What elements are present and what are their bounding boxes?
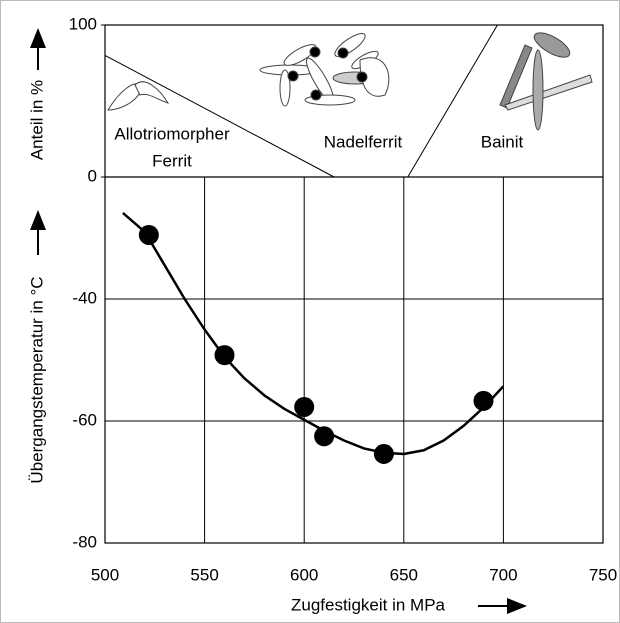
region-label: Ferrit	[152, 151, 192, 170]
data-point	[215, 345, 235, 365]
y-tick-label: -60	[72, 410, 97, 429]
region-boundary	[408, 25, 498, 177]
region-label: Bainit	[481, 132, 524, 151]
region-label: Nadelferrit	[324, 132, 403, 151]
region-label: Allotriomorpher	[114, 124, 230, 143]
y-tick-label: 0	[88, 166, 97, 185]
chart: Allotriomorpher Ferrit Nadelferrit Baini…	[0, 0, 620, 623]
data-point	[139, 225, 159, 245]
upper-y-label: Anteil in %	[27, 80, 46, 160]
data-point	[473, 391, 493, 411]
x-label: Zugfestigkeit in MPa	[291, 595, 446, 614]
x-tick-label: 650	[390, 565, 418, 584]
x-tick-label: 600	[290, 565, 318, 584]
y-tick-label: -80	[72, 532, 97, 551]
x-tick-label: 700	[489, 565, 517, 584]
x-tick-label: 750	[589, 565, 617, 584]
y-tick-label: 100	[69, 14, 97, 33]
data-point	[294, 397, 314, 417]
lower-y-label: Übergangstemperatur in °C	[27, 276, 46, 483]
page: {"chart_data":[ {"type":"boundary","ylab…	[0, 0, 620, 623]
fit-curve	[123, 213, 503, 454]
x-tick-label: 500	[91, 565, 119, 584]
data-point	[314, 426, 334, 446]
x-tick-label: 550	[190, 565, 218, 584]
frame	[1, 1, 620, 623]
microstructure-sketches	[108, 28, 592, 130]
y-tick-label: -40	[72, 288, 97, 307]
data-point	[374, 444, 394, 464]
